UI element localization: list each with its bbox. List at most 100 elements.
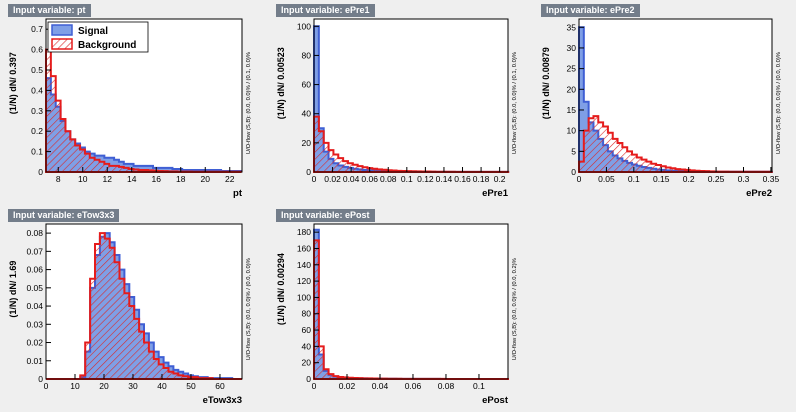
x-tick-label: 10 bbox=[70, 381, 80, 391]
y-tick-label: 0.4 bbox=[31, 85, 43, 95]
x-tick-label: 16 bbox=[152, 174, 162, 184]
chart-panel: 0 0.02 0.04 0.06 0.08 0.1 0 20 40 60 80 100 120 140 16… bbox=[276, 223, 518, 406]
panel-title-epre1: Input variable: ePre1 bbox=[276, 4, 375, 17]
x-tick-label: 22 bbox=[225, 174, 235, 184]
x-tick-label: 0.18 bbox=[473, 174, 490, 184]
y-tick-label: 0 bbox=[38, 374, 43, 384]
y-tick-label: 20 bbox=[302, 138, 312, 148]
y-axis-label: (1/N) dN/ 0.00523 bbox=[276, 47, 286, 119]
y-tick-label: 100 bbox=[297, 292, 311, 302]
overflow-label: U/O-flow (S,B): (0.0, 0.0)% / (0.1, 0.0)… bbox=[246, 52, 252, 154]
x-tick-label: 20 bbox=[201, 174, 211, 184]
x-tick-label: 0.02 bbox=[339, 381, 356, 391]
y-tick-label: 180 bbox=[297, 227, 311, 237]
legend-signal-label: Signal bbox=[78, 26, 108, 37]
x-tick-label: 0.06 bbox=[361, 174, 378, 184]
x-tick-label: 0.08 bbox=[438, 381, 455, 391]
x-tick-label: 20 bbox=[99, 381, 109, 391]
y-tick-label: 20 bbox=[302, 358, 312, 368]
x-tick-label: 18 bbox=[176, 174, 186, 184]
x-tick-label: 0.35 bbox=[763, 174, 780, 184]
chart-panel: 0 10 20 30 40 50 60 0 0.01 0.02 0.03 0.04 0.05 0.06 0.… bbox=[8, 223, 252, 406]
panel-title-etow3x3: Input variable: eTow3x3 bbox=[8, 209, 120, 222]
x-tick-label: 0.04 bbox=[343, 174, 360, 184]
x-axis-label: pt bbox=[233, 188, 243, 199]
y-axis-label: (1/N) dN/ 0.397 bbox=[8, 52, 18, 114]
y-tick-label: 40 bbox=[302, 341, 312, 351]
y-tick-label: 0.5 bbox=[31, 65, 43, 75]
y-tick-label: 0.7 bbox=[31, 24, 43, 34]
y-tick-label: 20 bbox=[567, 84, 577, 94]
y-tick-label: 0.6 bbox=[31, 45, 43, 55]
plot-frame bbox=[578, 18, 773, 173]
x-tick-label: 12 bbox=[103, 174, 113, 184]
overflow-label: U/O-flow (S,B): (0.0, 0.0)% / (0.1, 0.0)… bbox=[512, 52, 518, 154]
overflow-label: U/O-flow (S,B): (0.0, 0.0)% / (0.0, 0.0)… bbox=[246, 258, 252, 360]
plot-area bbox=[314, 19, 508, 172]
y-tick-label: 35 bbox=[567, 22, 577, 32]
y-tick-label: 60 bbox=[302, 80, 312, 90]
y-tick-label: 0.08 bbox=[26, 228, 43, 238]
y-tick-label: 0.05 bbox=[26, 283, 43, 293]
y-tick-label: 160 bbox=[297, 243, 311, 253]
plot-frame bbox=[313, 223, 509, 380]
y-tick-label: 10 bbox=[567, 126, 577, 136]
x-axis-label: ePre1 bbox=[482, 188, 509, 199]
x-tick-label: 0.05 bbox=[598, 174, 615, 184]
y-tick-label: 25 bbox=[567, 64, 577, 74]
x-tick-label: 0.1 bbox=[628, 174, 640, 184]
plot-frame bbox=[45, 223, 243, 380]
chart-panel: 0 0.02 0.04 0.06 0.08 0.1 0.12 0.14 0.16 0.18 0.2 0… bbox=[276, 18, 518, 199]
y-tick-label: 80 bbox=[302, 309, 312, 319]
x-tick-label: 14 bbox=[127, 174, 137, 184]
panel-title-epost: Input variable: ePost bbox=[276, 209, 375, 222]
y-tick-label: 0.01 bbox=[26, 356, 43, 366]
y-tick-label: 100 bbox=[297, 21, 311, 31]
y-tick-label: 0.2 bbox=[31, 126, 43, 136]
x-tick-label: 0 bbox=[312, 381, 317, 391]
x-tick-label: 0.25 bbox=[708, 174, 725, 184]
plot-frame bbox=[45, 18, 243, 173]
x-tick-label: 0.1 bbox=[401, 174, 413, 184]
x-tick-label: 50 bbox=[186, 381, 196, 391]
y-tick-label: 80 bbox=[302, 50, 312, 60]
y-tick-label: 60 bbox=[302, 325, 312, 335]
x-tick-label: 0.06 bbox=[405, 381, 422, 391]
x-tick-label: 0.3 bbox=[738, 174, 750, 184]
overflow-label: U/O-flow (S,B): (0.0, 0.0)% / (0.0, 0.0)… bbox=[776, 52, 782, 154]
x-tick-label: 0.16 bbox=[454, 174, 471, 184]
y-tick-label: 0 bbox=[306, 374, 311, 384]
y-tick-label: 0.02 bbox=[26, 338, 43, 348]
x-tick-label: 60 bbox=[215, 381, 225, 391]
legend-background-label: Background bbox=[78, 40, 136, 51]
y-tick-label: 0.06 bbox=[26, 265, 43, 275]
x-axis-label: ePost bbox=[482, 395, 509, 406]
background-histogram bbox=[46, 232, 242, 380]
x-tick-label: 0.14 bbox=[436, 174, 453, 184]
y-axis-label: (1/N) dN/ 0.00879 bbox=[541, 47, 551, 119]
y-axis-label: (1/N) dN/ 1.69 bbox=[8, 261, 18, 318]
x-tick-label: 8 bbox=[56, 174, 61, 184]
x-tick-label: 0 bbox=[577, 174, 582, 184]
x-axis-label: eTow3x3 bbox=[203, 395, 242, 406]
y-tick-label: 0.3 bbox=[31, 106, 43, 116]
x-tick-label: 0.2 bbox=[494, 174, 506, 184]
y-tick-label: 0.04 bbox=[26, 301, 43, 311]
x-axis-label: ePre2 bbox=[746, 188, 772, 199]
legend: Signal Background bbox=[47, 21, 149, 53]
legend-signal-swatch bbox=[51, 24, 73, 36]
x-tick-label: 40 bbox=[157, 381, 167, 391]
x-tick-label: 0.2 bbox=[683, 174, 695, 184]
y-tick-label: 0 bbox=[306, 167, 311, 177]
x-tick-label: 10 bbox=[78, 174, 88, 184]
x-tick-label: 0.15 bbox=[653, 174, 670, 184]
y-axis-label: (1/N) dN/ 0.00294 bbox=[276, 253, 286, 325]
y-tick-label: 0 bbox=[571, 167, 576, 177]
x-tick-label: 0.1 bbox=[473, 381, 485, 391]
y-tick-label: 0.1 bbox=[31, 147, 43, 157]
y-tick-label: 0.03 bbox=[26, 319, 43, 329]
x-tick-label: 0 bbox=[44, 381, 49, 391]
chart-panel: 0 0.05 0.1 0.15 0.2 0.25 0.3 0.35 0 5 10 15 20 25 30 35… bbox=[541, 18, 782, 199]
